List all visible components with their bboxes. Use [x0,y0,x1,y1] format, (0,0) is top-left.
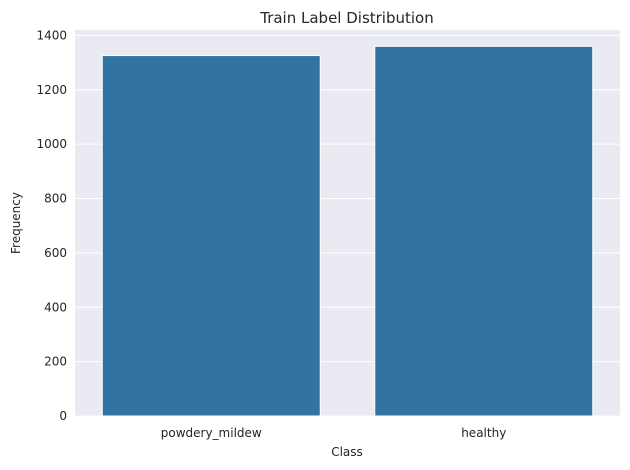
y-tick-label: 0 [59,409,67,423]
chart-title: Train Label Distribution [259,9,434,27]
x-tick-label: healthy [461,426,506,440]
y-tick-label: 400 [44,300,67,314]
bars [101,45,594,417]
y-tick-label: 600 [44,246,67,260]
y-tick-label: 1400 [36,28,67,42]
x-tick-labels: powdery_mildew healthy [161,426,507,440]
x-tick-label: powdery_mildew [161,426,262,440]
y-tick-label: 200 [44,355,67,369]
y-tick-label: 1000 [36,137,67,151]
y-tick-label: 1200 [36,83,67,97]
bar-powdery-mildew [101,55,321,417]
x-axis-label: Class [331,445,363,459]
y-tick-labels: 0 200 400 600 800 1000 1200 1400 [36,28,67,423]
y-axis-label: Frequency [9,192,23,254]
y-tick-label: 800 [44,192,67,206]
bar-healthy [374,45,594,417]
